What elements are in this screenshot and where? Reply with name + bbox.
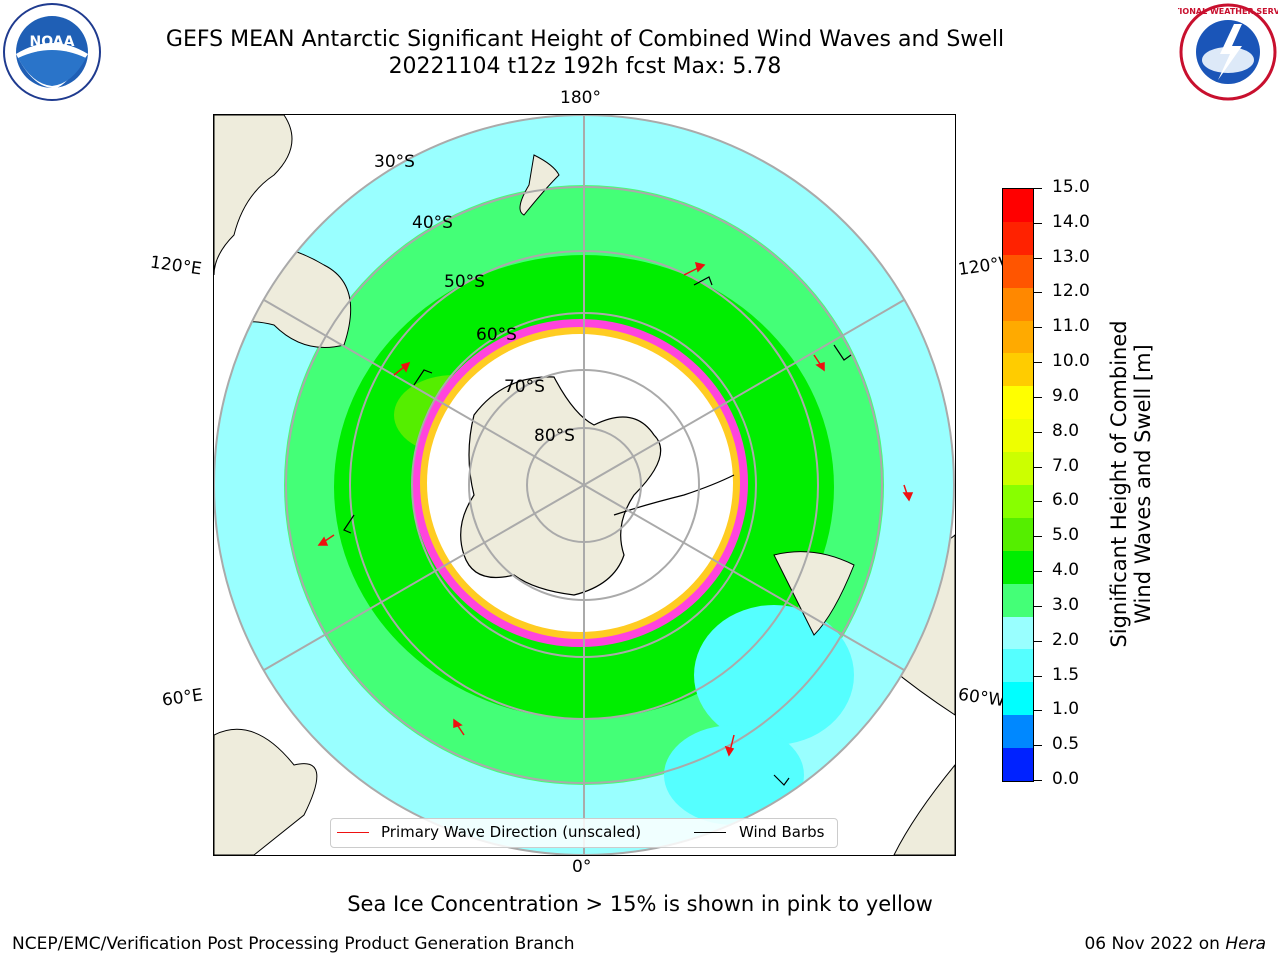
colorbar-tick-label: 2.0 — [1052, 629, 1080, 650]
colorbar-tick — [1034, 571, 1042, 573]
lon-label-0: 0° — [572, 857, 592, 877]
chart-subtitle: 20221104 t12z 192h fcst Max: 5.78 — [388, 54, 782, 79]
colorbar-tick — [1034, 257, 1042, 259]
colorbar-segment — [1003, 386, 1033, 420]
colorbar-tick-label: 15.0 — [1052, 177, 1090, 197]
south-america — [773, 551, 855, 636]
colorbar-segment — [1003, 353, 1033, 387]
colorbar-segment — [1003, 682, 1033, 716]
graticule — [214, 115, 955, 855]
noaa-logo: NOAA — [3, 3, 101, 101]
legend-wave-swatch — [337, 832, 369, 833]
lat-label-30s: 30°S — [374, 152, 415, 172]
colorbar-tick-label: 5.0 — [1052, 525, 1080, 546]
colorbar-tick — [1034, 396, 1042, 398]
colorbar-title-line2: Wind Waves and Swell [m] — [1131, 344, 1155, 624]
colorbar-segment — [1003, 221, 1033, 255]
colorbar-tick-label: 1.0 — [1052, 699, 1080, 720]
nws-logo: NATIONAL WEATHER SERVICE — [1178, 3, 1278, 101]
wind-barbs — [343, 276, 852, 786]
footer-credit: NCEP/EMC/Verification Post Processing Pr… — [12, 934, 575, 954]
lon-label-120e: 120°E — [148, 252, 203, 280]
colorbar-tick-label: 0.0 — [1052, 769, 1080, 789]
colorbar-segment — [1003, 189, 1033, 222]
colorbar-segment — [1003, 517, 1033, 551]
colorbar-segment — [1003, 419, 1033, 453]
lon-label-60w: 60°W — [956, 684, 1007, 712]
colorbar-tick-label: 12.0 — [1052, 281, 1090, 302]
colorbar-tick — [1034, 536, 1042, 538]
colorbar-tick — [1034, 222, 1042, 224]
colorbar-tick-label: 6.0 — [1052, 490, 1080, 511]
colorbar-tick-label: 3.0 — [1052, 594, 1080, 615]
colorbar-tick-label: 8.0 — [1052, 420, 1080, 441]
lat-label-70s: 70°S — [504, 377, 545, 397]
colorbar-tick — [1034, 362, 1042, 364]
colorbar-segment — [1003, 452, 1033, 486]
colorbar-segment — [1003, 287, 1033, 321]
colorbar-tick — [1034, 431, 1042, 433]
colorbar-tick-label: 11.0 — [1052, 316, 1090, 337]
colorbar-tick-label: 1.5 — [1052, 664, 1080, 685]
colorbar-tick — [1034, 745, 1042, 747]
colorbar-tick — [1034, 710, 1042, 712]
colorbar-tick — [1034, 605, 1042, 607]
colorbar-tick — [1034, 501, 1042, 503]
colorbar-tick — [1034, 640, 1042, 642]
map-panel: 30°S 40°S 50°S 60°S 70°S 80°S — [213, 114, 956, 856]
colorbar-tick — [1034, 327, 1042, 329]
lat-label-80s: 80°S — [534, 426, 575, 446]
colorbar-tick-label: 7.0 — [1052, 455, 1080, 476]
lat-label-60s: 60°S — [476, 325, 517, 345]
map-legend: Primary Wave Direction (unscaled) Wind B… — [330, 818, 838, 848]
footer-date: 06 Nov 2022 on Hera — [1084, 934, 1266, 954]
map-svg: 30°S 40°S 50°S 60°S 70°S 80°S — [214, 115, 955, 855]
colorbar-tick-label: 14.0 — [1052, 211, 1090, 232]
colorbar-segment — [1003, 715, 1033, 749]
colorbar-tick-label: 9.0 — [1052, 385, 1080, 406]
colorbar-segment — [1003, 649, 1033, 683]
colorbar-tick-label: 10.0 — [1052, 351, 1090, 372]
colorbar-tick — [1034, 466, 1042, 468]
lon-label-180: 180° — [560, 88, 601, 108]
wave-direction-arrows — [317, 261, 914, 757]
sea-ice-note: Sea Ice Concentration > 15% is shown in … — [347, 892, 933, 916]
colorbar-segment — [1003, 320, 1033, 354]
colorbar-tick-label: 0.5 — [1052, 734, 1080, 755]
colorbar-segment — [1003, 254, 1033, 288]
legend-barb-label: Wind Barbs — [739, 823, 825, 841]
colorbar-title-line1: Significant Height of Combined — [1107, 320, 1131, 648]
field-1-5to2m-b — [664, 725, 804, 825]
colorbar-title: Significant Height of Combined Wind Wave… — [1107, 320, 1155, 647]
colorbar-segment — [1003, 550, 1033, 584]
colorbar-segment — [1003, 616, 1033, 650]
antarctica-landmass — [460, 376, 662, 596]
colorbar-tick — [1034, 780, 1042, 781]
colorbar-tick-label: 4.0 — [1052, 560, 1080, 581]
colorbar — [1002, 188, 1034, 782]
footer-date-text: 06 Nov 2022 on — [1084, 934, 1226, 954]
colorbar-segment — [1003, 748, 1033, 782]
antarctic-peninsula — [613, 474, 735, 516]
field-1-5to2m — [694, 605, 854, 745]
colorbar-segment — [1003, 485, 1033, 518]
colorbar-tick — [1034, 292, 1042, 294]
legend-barb-swatch — [694, 832, 726, 833]
colorbar-tick — [1034, 188, 1042, 189]
nws-logo-text: NATIONAL WEATHER SERVICE — [1178, 7, 1278, 16]
new-zealand — [519, 154, 560, 216]
lon-label-60e: 60°E — [160, 685, 205, 711]
lat-label-50s: 50°S — [444, 272, 485, 292]
footer-host: Hera — [1225, 934, 1266, 954]
legend-wave-label: Primary Wave Direction (unscaled) — [381, 823, 642, 841]
chart-title: GEFS MEAN Antarctic Significant Height o… — [165, 27, 1005, 52]
lat-label-40s: 40°S — [412, 213, 453, 233]
colorbar-tick — [1034, 675, 1042, 677]
colorbar-tick-label: 13.0 — [1052, 246, 1090, 267]
noaa-logo-text: NOAA — [30, 34, 75, 50]
colorbar-segment — [1003, 583, 1033, 617]
